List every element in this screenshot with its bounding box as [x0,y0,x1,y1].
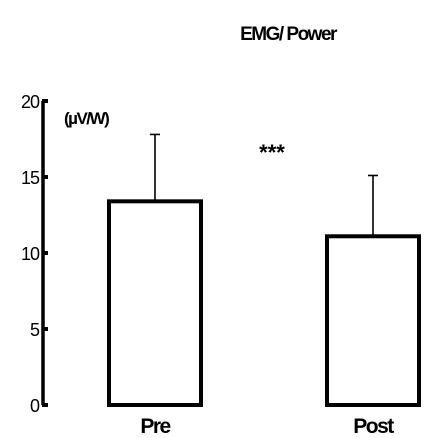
category-label-pre: Pre [140,415,170,438]
y-tick-label: 20 [21,92,40,112]
category-label-post: Post [353,415,394,438]
bar-post [325,234,421,407]
y-tick-label: 10 [21,244,40,264]
chart-title: EMG/ Power [240,24,338,45]
y-tick-label: 5 [30,320,40,340]
y-tick-label: 15 [21,168,40,188]
significance-annotation: *** [259,140,285,165]
y-tick-label: 0 [30,396,40,416]
y-axis-unit-label: (µV/W) [64,109,109,128]
bar-pre [107,199,203,407]
plot-area: 0 5 10 15 20 Pre Post [21,92,421,438]
